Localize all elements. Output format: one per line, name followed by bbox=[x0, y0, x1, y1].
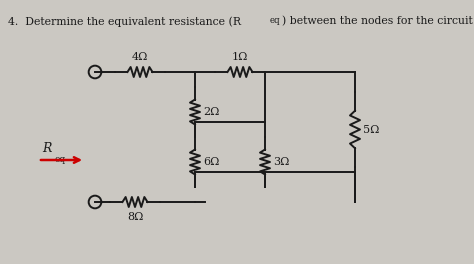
Text: 4.  Determine the equivalent resistance (R: 4. Determine the equivalent resistance (… bbox=[8, 16, 241, 27]
Text: eq: eq bbox=[270, 16, 281, 25]
Text: 3Ω: 3Ω bbox=[273, 157, 289, 167]
Text: 5Ω: 5Ω bbox=[363, 125, 379, 135]
Text: R: R bbox=[43, 142, 52, 154]
Text: eq: eq bbox=[55, 155, 66, 164]
Text: 1Ω: 1Ω bbox=[232, 52, 248, 62]
Text: 2Ω: 2Ω bbox=[203, 107, 219, 117]
Text: 6Ω: 6Ω bbox=[203, 157, 219, 167]
Text: 4Ω: 4Ω bbox=[132, 52, 148, 62]
Text: ) between the nodes for the circuit below:: ) between the nodes for the circuit belo… bbox=[282, 16, 474, 26]
Text: 8Ω: 8Ω bbox=[127, 212, 143, 222]
